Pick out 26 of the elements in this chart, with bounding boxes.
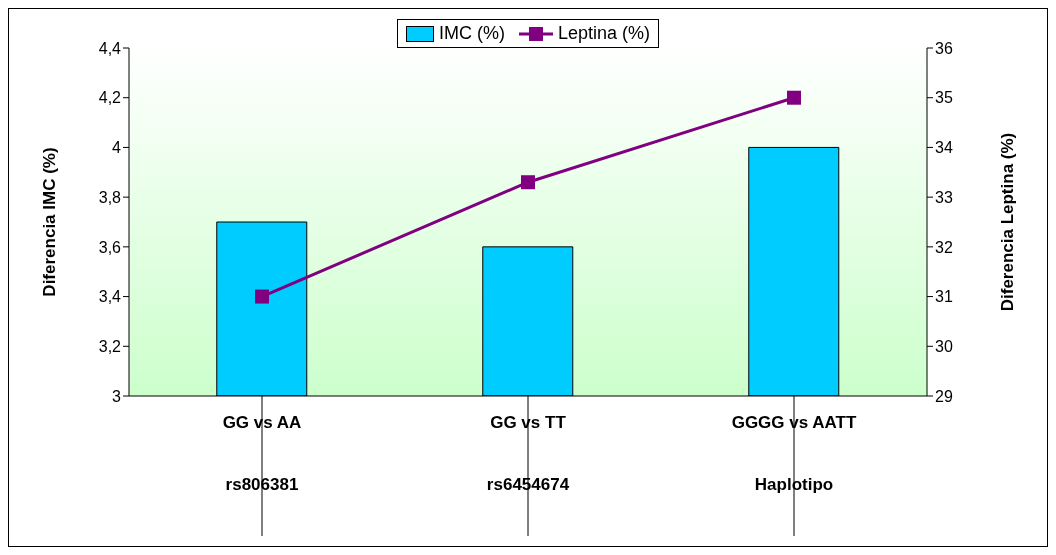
y2-tick-label: 31 bbox=[935, 288, 953, 306]
legend-label: IMC (%) bbox=[438, 23, 505, 44]
y-tick-label: 3,6 bbox=[98, 238, 122, 256]
category-label: GG vs TT rs6454674 bbox=[486, 413, 570, 494]
category-label: GGGG vs AATT Haplotipo bbox=[731, 413, 857, 494]
y-tick-label: 4,2 bbox=[98, 89, 122, 107]
y-tick-label: 3 bbox=[112, 387, 122, 405]
y-tick-label: 3,2 bbox=[98, 337, 122, 355]
y2-tick-label: 34 bbox=[935, 139, 953, 157]
y2-tick-label: 36 bbox=[935, 39, 953, 57]
legend-label: Leptina (%) bbox=[557, 23, 651, 44]
y2-tick-label: 29 bbox=[935, 387, 953, 405]
y2-tick-label: 33 bbox=[935, 188, 953, 206]
y2-tick-label: 30 bbox=[935, 337, 953, 355]
y-tick-label: 4 bbox=[112, 139, 122, 157]
y2-tick-label: 35 bbox=[935, 89, 953, 107]
y-tick-label: 4,4 bbox=[98, 39, 122, 57]
y-tick-label: 3,8 bbox=[98, 188, 122, 206]
y2-axis-title: Diferencia Leptina (%) bbox=[998, 132, 1018, 312]
point bbox=[521, 175, 535, 190]
point bbox=[787, 90, 801, 105]
y-axis-title: Diferencia IMC (%) bbox=[40, 147, 60, 297]
category-label: GG vs AA rs806381 bbox=[222, 413, 302, 494]
point bbox=[255, 289, 269, 304]
y2-tick-label: 32 bbox=[935, 238, 953, 256]
y-tick-label: 3,4 bbox=[98, 288, 122, 306]
